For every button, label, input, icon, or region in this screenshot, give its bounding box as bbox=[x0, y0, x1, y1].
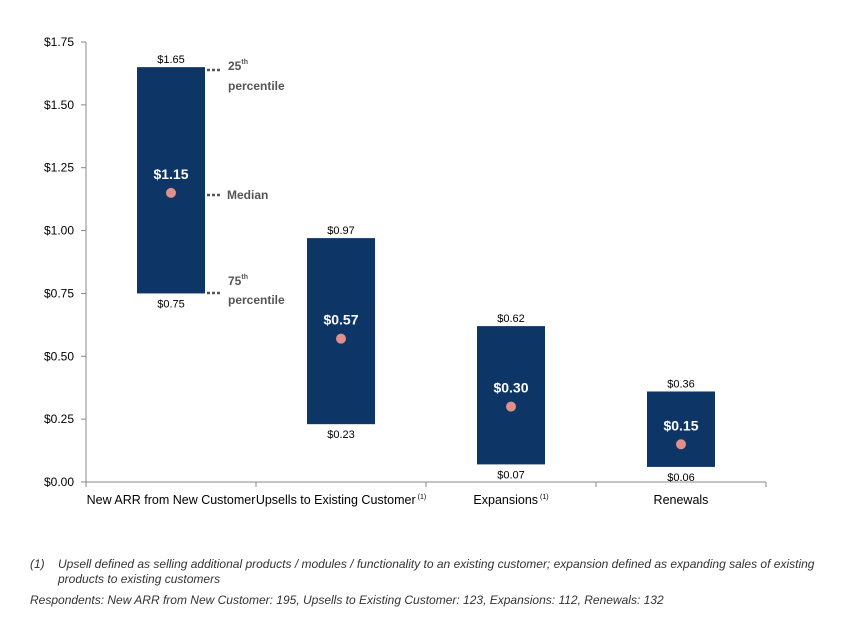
y-tick-label: $1.25 bbox=[44, 161, 74, 175]
median-value-label: $0.15 bbox=[663, 417, 698, 433]
annotation-median-label: Median bbox=[227, 188, 268, 202]
x-category-label: New ARR from New Customer bbox=[87, 493, 256, 507]
y-tick-label: $0.50 bbox=[44, 349, 74, 363]
x-category-label: Upsells to Existing Customer (1) bbox=[256, 493, 426, 507]
annotation-top-word: percentile bbox=[228, 79, 285, 93]
median-marker bbox=[336, 333, 346, 344]
median-marker bbox=[166, 187, 176, 198]
x-category-label: Renewals bbox=[654, 493, 709, 507]
y-tick-label: $1.75 bbox=[44, 35, 74, 49]
y-tick-label: $1.00 bbox=[44, 224, 74, 238]
arr-range-chart: $0.00 $0.25 $0.50 $0.75 $1.00 $1.25 $1.50 $1.75… bbox=[44, 35, 767, 507]
low-value-label: $0.06 bbox=[667, 472, 695, 484]
x-category-name: Renewals bbox=[654, 493, 709, 507]
range-bar bbox=[647, 391, 715, 467]
y-tick-label: $0.75 bbox=[44, 286, 74, 300]
y-tick-label: $0.25 bbox=[44, 412, 74, 426]
median-marker bbox=[676, 439, 686, 450]
median-value-label: $1.15 bbox=[153, 166, 188, 182]
median-value-label: $0.30 bbox=[493, 380, 528, 396]
percentile-annotations: 25th percentile Median 75th percentile bbox=[207, 59, 285, 307]
range-bar bbox=[307, 238, 375, 425]
x-category-footnote-marker: (1) bbox=[418, 494, 427, 501]
y-tick-label: $0.00 bbox=[44, 475, 74, 489]
x-category-footnote-marker: (1) bbox=[540, 494, 549, 501]
x-category-name: New ARR from New Customer bbox=[87, 493, 256, 507]
high-value-label: $0.36 bbox=[667, 378, 695, 390]
footnote-marker: (1) bbox=[30, 557, 45, 571]
low-value-label: $0.23 bbox=[327, 429, 355, 441]
high-value-label: $0.97 bbox=[327, 225, 355, 237]
range-bar bbox=[477, 326, 545, 465]
low-value-label: $0.75 bbox=[157, 298, 185, 310]
low-value-label: $0.07 bbox=[497, 469, 525, 481]
high-value-label: $1.65 bbox=[157, 54, 185, 66]
median-value-label: $0.57 bbox=[323, 312, 358, 328]
x-category-label: Expansions (1) bbox=[473, 493, 548, 507]
annotation-bottom-word: percentile bbox=[228, 293, 285, 307]
footnote-definition-text: Upsell defined as selling additional pro… bbox=[58, 557, 815, 586]
footnote-definitions: (1) Upsell defined as selling additional … bbox=[30, 557, 830, 587]
annotation-bottom-label: 75th bbox=[228, 274, 248, 288]
median-marker bbox=[506, 401, 516, 412]
x-category-name: Upsells to Existing Customer bbox=[256, 493, 416, 507]
bars: $1.15 $1.65 $0.75 $0.57 $0.97 $0.23 $0.30 $0.62… bbox=[137, 54, 715, 484]
high-value-label: $0.62 bbox=[497, 313, 525, 325]
x-axis: New ARR from New Customer Upsells to Exis… bbox=[85, 481, 767, 507]
annotation-top-label: 25th bbox=[228, 59, 248, 73]
range-bar bbox=[137, 67, 205, 294]
footnote-respondents: Respondents: New ARR from New Customer: … bbox=[30, 593, 664, 607]
y-tick-label: $1.50 bbox=[44, 98, 74, 112]
x-category-name: Expansions bbox=[473, 493, 538, 507]
y-axis: $0.00 $0.25 $0.50 $0.75 $1.00 $1.25 $1.50 $1.75 bbox=[44, 35, 87, 489]
